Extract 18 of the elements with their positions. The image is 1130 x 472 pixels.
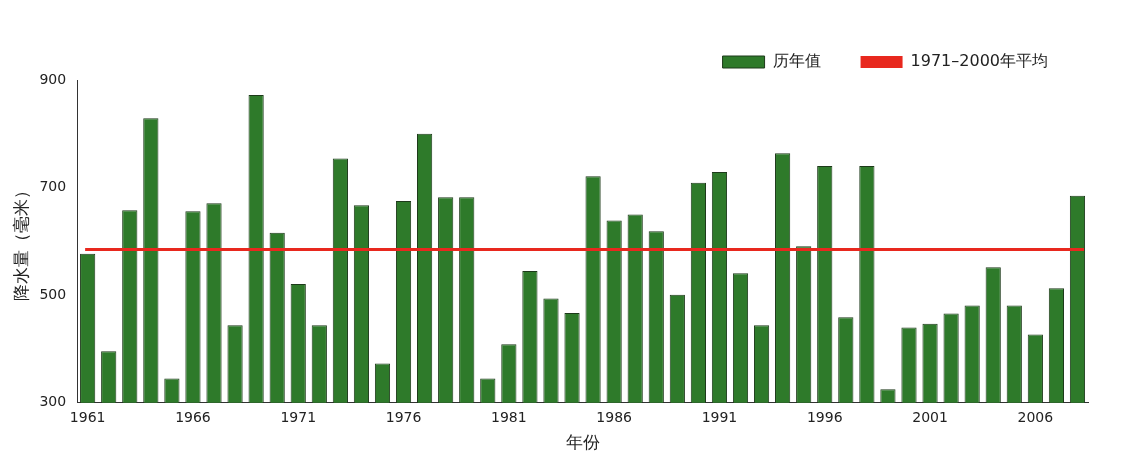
x-tick-label: 1961 xyxy=(69,408,106,425)
x-tick-label: 1971 xyxy=(280,408,317,425)
x-tick-label: 1986 xyxy=(596,408,633,425)
x-tick-label: 2001 xyxy=(912,408,948,425)
x-tick-label: 1966 xyxy=(175,408,211,425)
x-axis-title: 年份 xyxy=(565,432,600,453)
y-tick-label: 300 xyxy=(39,393,67,410)
y-tick-label: 900 xyxy=(39,70,67,87)
y-axis-title: 降水量（毫米） xyxy=(10,181,31,301)
x-tick-label: 2006 xyxy=(1017,408,1054,425)
y-tick-label: 500 xyxy=(39,285,67,302)
x-tick-label: 1996 xyxy=(806,408,843,425)
legend-label: 1971–2000年平均 xyxy=(910,51,1048,71)
legend-label: 历年值 xyxy=(772,51,821,71)
x-tick-label: 1981 xyxy=(491,408,527,425)
x-tick-label: 1991 xyxy=(701,408,738,425)
x-tick-label: 1976 xyxy=(385,408,422,425)
y-tick-label: 700 xyxy=(39,178,67,195)
